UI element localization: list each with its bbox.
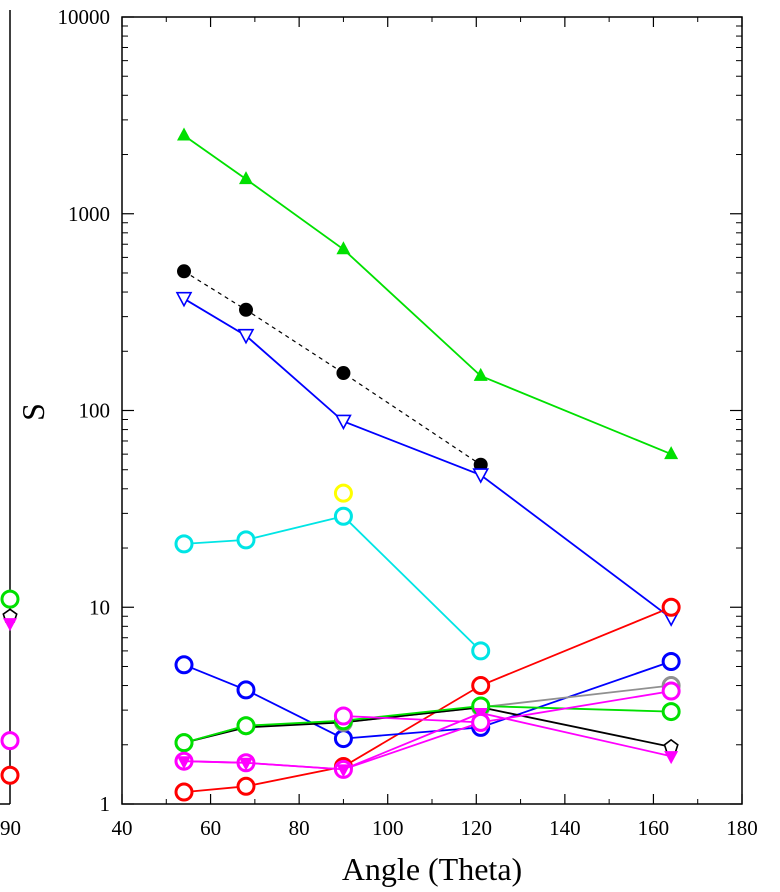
x-tick-label: 80 — [289, 816, 310, 840]
tick-labels: 40 60 80 100 120 140 160 180 1 10 100 1000 10000 — [58, 5, 758, 840]
filled-circle-marker — [177, 264, 191, 279]
open-triangle-down-marker — [237, 328, 255, 345]
plot-frame — [121, 16, 743, 805]
open-circle-marker — [174, 655, 194, 675]
open-circle-marker — [0, 589, 20, 609]
open-circle-marker — [471, 641, 491, 661]
triangle-up-marker — [177, 127, 191, 141]
series — [177, 708, 679, 778]
x-tick-label: 60 — [200, 816, 221, 840]
x-tick-label: 160 — [638, 816, 670, 840]
open-circle-marker — [174, 534, 194, 554]
open-circle-marker — [236, 680, 256, 700]
triangle-down-marker — [239, 757, 253, 771]
open-circle-marker — [333, 483, 353, 503]
series — [175, 291, 680, 627]
open-circle-marker — [661, 651, 681, 671]
open-triangle-down-marker — [175, 291, 193, 308]
open-circle-marker — [471, 712, 491, 732]
x-tick-label: 140 — [549, 816, 581, 840]
open-circle-marker — [661, 597, 681, 617]
series — [174, 696, 681, 753]
series-line — [183, 297, 672, 619]
series — [333, 706, 491, 732]
triangle-down-marker — [336, 764, 351, 778]
axis-ticks — [121, 16, 743, 805]
open-circle-marker — [661, 702, 681, 722]
series — [333, 483, 353, 503]
open-circle-marker — [174, 733, 194, 753]
open-triangle-down-marker — [335, 414, 352, 431]
open-circle-marker — [333, 729, 353, 749]
open-circle-marker — [661, 681, 681, 701]
triangle-down-marker — [664, 751, 679, 765]
x-tick-label: 40 — [112, 816, 133, 840]
open-circle-marker — [333, 506, 353, 526]
triangle-down-marker — [3, 618, 17, 632]
series-line — [183, 270, 482, 466]
y-tick-label: 10000 — [58, 5, 111, 29]
y-axis-label: S — [15, 403, 51, 421]
series-line — [183, 705, 672, 744]
open-circle-marker — [333, 706, 353, 726]
x-tick-label: 100 — [372, 816, 404, 840]
filled-circle-marker — [239, 302, 253, 317]
open-triangle-down-marker — [472, 468, 490, 484]
series-line — [183, 134, 672, 455]
open-circle-marker — [0, 731, 20, 751]
y-tick-label: 1000 — [68, 202, 110, 226]
open-circle-marker — [236, 530, 256, 550]
series — [174, 506, 491, 661]
left-panel-tick-label: 90 — [0, 816, 21, 840]
y-tick-label: 100 — [79, 399, 111, 423]
x-tick-label: 180 — [726, 816, 758, 840]
x-tick-label: 120 — [461, 816, 493, 840]
filled-circle-marker — [336, 366, 351, 381]
open-circle-marker — [471, 676, 491, 696]
series-line — [183, 690, 672, 771]
series — [177, 264, 488, 472]
triangle-up-marker — [336, 241, 351, 255]
y-tick-label: 1 — [100, 792, 111, 816]
left-partial-panel: 90 — [0, 10, 21, 840]
open-circle-marker — [174, 782, 194, 802]
open-circle-marker — [236, 716, 256, 736]
open-circle-marker — [0, 765, 20, 785]
series-layer — [174, 127, 681, 802]
triangle-up-marker — [664, 446, 679, 460]
series-line — [343, 715, 481, 724]
x-axis-label: Angle (Theta) — [342, 851, 522, 887]
triangle-up-marker — [239, 171, 253, 185]
triangle-up-marker — [473, 367, 488, 381]
triangle-down-marker — [177, 756, 191, 770]
open-pentagon-marker — [663, 738, 679, 754]
open-circle-marker — [236, 776, 256, 796]
y-tick-label: 10 — [89, 595, 110, 619]
series-line — [183, 515, 482, 652]
series — [177, 127, 679, 460]
